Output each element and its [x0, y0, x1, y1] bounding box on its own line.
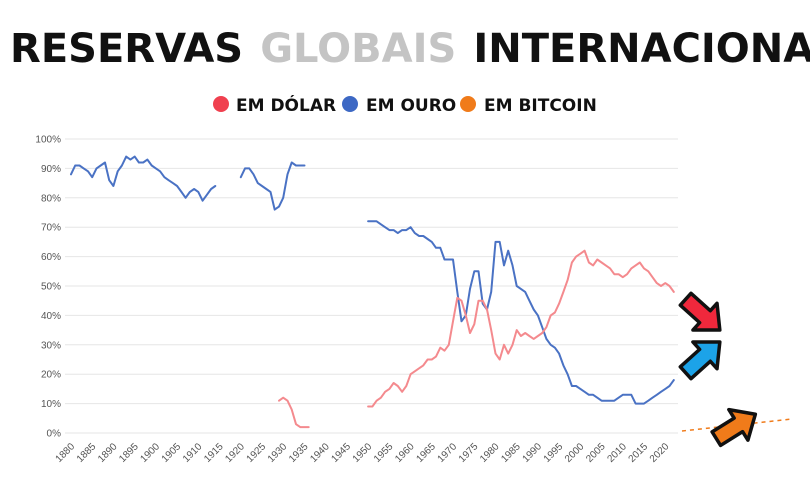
x-tick-label: 1980 — [478, 441, 502, 465]
y-tick-label: 10% — [41, 399, 61, 410]
x-tick-label: 1965 — [414, 441, 438, 465]
chart-title: RESERVAS GLOBAIS INTERNACIONAIS — [10, 26, 810, 72]
y-tick-label: 90% — [41, 164, 61, 175]
title-word-reservas: RESERVAS — [10, 26, 243, 72]
x-tick-label: 1975 — [457, 441, 481, 465]
x-tick-label: 1970 — [436, 441, 460, 465]
x-tick-label: 1900 — [139, 441, 163, 465]
legend-label-ouro: EM OURO — [366, 96, 456, 116]
series-line-ouro-1 — [239, 161, 306, 211]
series-line-dolar-1 — [367, 249, 675, 408]
x-tick-label: 1915 — [202, 441, 226, 465]
x-tick-label: 1995 — [542, 441, 566, 465]
legend: EM DÓLAR EM OURO EM BITCOIN — [213, 94, 597, 116]
legend-label-dolar: EM DÓLAR — [236, 94, 336, 116]
arrow-red-icon — [678, 291, 722, 332]
legend-item-dolar: EM DÓLAR — [213, 94, 336, 116]
bitcoin-dashed-line — [681, 418, 793, 432]
x-tick-label: 1940 — [308, 441, 332, 465]
x-axis: 1880188518901895190019051910191519201925… — [54, 441, 672, 465]
x-tick-label: 1935 — [287, 441, 311, 465]
x-tick-label: 1925 — [245, 441, 269, 465]
legend-item-bitcoin: EM BITCOIN — [460, 96, 597, 116]
y-tick-label: 50% — [41, 282, 61, 293]
y-tick-label: 80% — [41, 193, 61, 204]
series-line-ouro-2 — [367, 220, 675, 405]
y-tick-label: 40% — [41, 311, 61, 322]
y-tick-label: 30% — [41, 340, 61, 351]
x-tick-label: 2000 — [563, 441, 587, 465]
y-tick-label: 70% — [41, 223, 61, 234]
x-tick-label: 1905 — [160, 441, 184, 465]
y-tick-label: 100% — [35, 135, 61, 146]
x-tick-label: 1960 — [393, 441, 417, 465]
series-line-dolar-0 — [278, 396, 310, 429]
legend-dot-bitcoin — [460, 96, 476, 112]
series-line-ouro-0 — [70, 155, 217, 202]
x-tick-label: 1955 — [372, 441, 396, 465]
y-tick-label: 20% — [41, 370, 61, 381]
legend-dot-dolar — [213, 96, 229, 112]
arrow-blue-icon — [678, 340, 722, 381]
x-tick-label: 1910 — [181, 441, 205, 465]
y-axis: 0% 10% 20% 30% 40% 50% 60% 70% 80% 90% 100% — [35, 135, 61, 440]
y-tick-label: 60% — [41, 252, 61, 263]
title-word-internacionais: INTERNACIONAIS — [473, 26, 810, 72]
x-tick-label: 1950 — [351, 441, 375, 465]
x-tick-label: 1880 — [54, 441, 78, 465]
legend-dot-ouro — [342, 96, 358, 112]
x-tick-label: 1985 — [499, 441, 523, 465]
legend-item-ouro: EM OURO — [342, 96, 456, 116]
x-tick-label: 1990 — [521, 441, 545, 465]
x-tick-label: 1890 — [96, 441, 120, 465]
x-tick-label: 1945 — [330, 441, 354, 465]
x-tick-label: 2015 — [627, 441, 651, 465]
arrow-orange-icon — [710, 407, 758, 448]
y-tick-label: 0% — [47, 429, 62, 440]
x-tick-label: 1920 — [223, 441, 247, 465]
x-tick-label: 2020 — [648, 441, 672, 465]
x-tick-label: 1930 — [266, 441, 290, 465]
x-tick-label: 2005 — [584, 441, 608, 465]
x-tick-label: 1895 — [117, 441, 141, 465]
x-tick-label: 1885 — [75, 441, 99, 465]
legend-label-bitcoin: EM BITCOIN — [484, 96, 597, 116]
grid — [65, 138, 678, 434]
x-tick-label: 2010 — [605, 441, 629, 465]
title-word-globais: GLOBAIS — [260, 26, 456, 72]
series-layer — [70, 155, 675, 429]
